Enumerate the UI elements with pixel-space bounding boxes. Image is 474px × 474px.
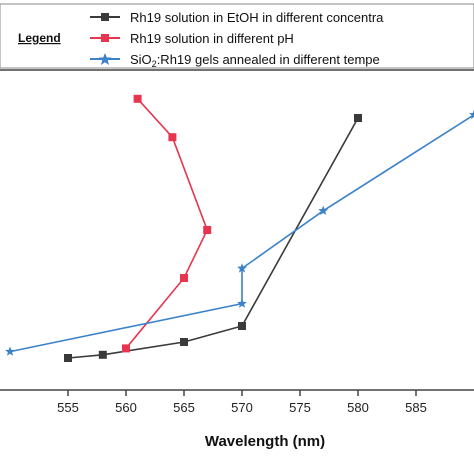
legend-item-series-3: SiO2:Rh19 gels annealed in different tem… [90,52,380,69]
x-axis-ticks: 555 560 565 570 575 580 585 [57,390,427,415]
legend-label-series-3-prefix: SiO [130,52,152,67]
x-tick-label: 565 [173,400,195,415]
legend-label-series-3: SiO2:Rh19 gels annealed in different tem… [130,52,380,69]
series-3-point [237,298,247,308]
x-tick-label: 580 [347,400,369,415]
series-3-point [5,346,15,356]
series-2-point [133,94,142,103]
x-tick-label: 555 [57,400,79,415]
legend-label-series-3-suffix: :Rh19 gels annealed in different tempe [157,52,380,67]
legend-label-series-1: Rh19 solution in EtOH in different conce… [130,10,384,25]
series-3-point [237,263,247,273]
legend: Legend Rh19 solution in EtOH in differen… [0,3,474,69]
legend-item-series-2: Rh19 solution in different pH [90,31,294,46]
series-1-point [180,338,188,346]
x-tick-label: 560 [115,400,137,415]
series-3-point [318,205,329,216]
legend-title: Legend [18,31,61,45]
legend-marker-series-2 [101,34,109,42]
series-2-line [125,98,209,349]
legend-item-series-1: Rh19 solution in EtOH in different conce… [90,10,384,25]
legend-marker-series-3 [98,53,112,65]
series-1-point [98,350,107,359]
legend-label-series-3-subscript: 2 [152,59,157,69]
legend-label-series-2: Rh19 solution in different pH [130,31,294,46]
series-2-point [122,344,130,353]
legend-frame [0,3,474,69]
series-1-point [238,322,246,330]
series-2-point [203,226,212,234]
series-2-point [180,274,188,282]
legend-marker-series-1 [101,13,109,21]
series-1-point [354,114,362,122]
series-layer [5,94,474,362]
x-axis-title: Wavelength (nm) [205,433,325,450]
series-3-line [9,114,474,353]
series-1-point [64,354,72,362]
x-tick-label: 575 [289,400,311,415]
x-tick-label: 585 [405,400,427,415]
series-3-point [469,109,474,120]
x-tick-label: 570 [231,400,253,415]
plot-area [0,69,474,391]
series-1-line [67,117,359,359]
series-2-point [168,133,177,142]
